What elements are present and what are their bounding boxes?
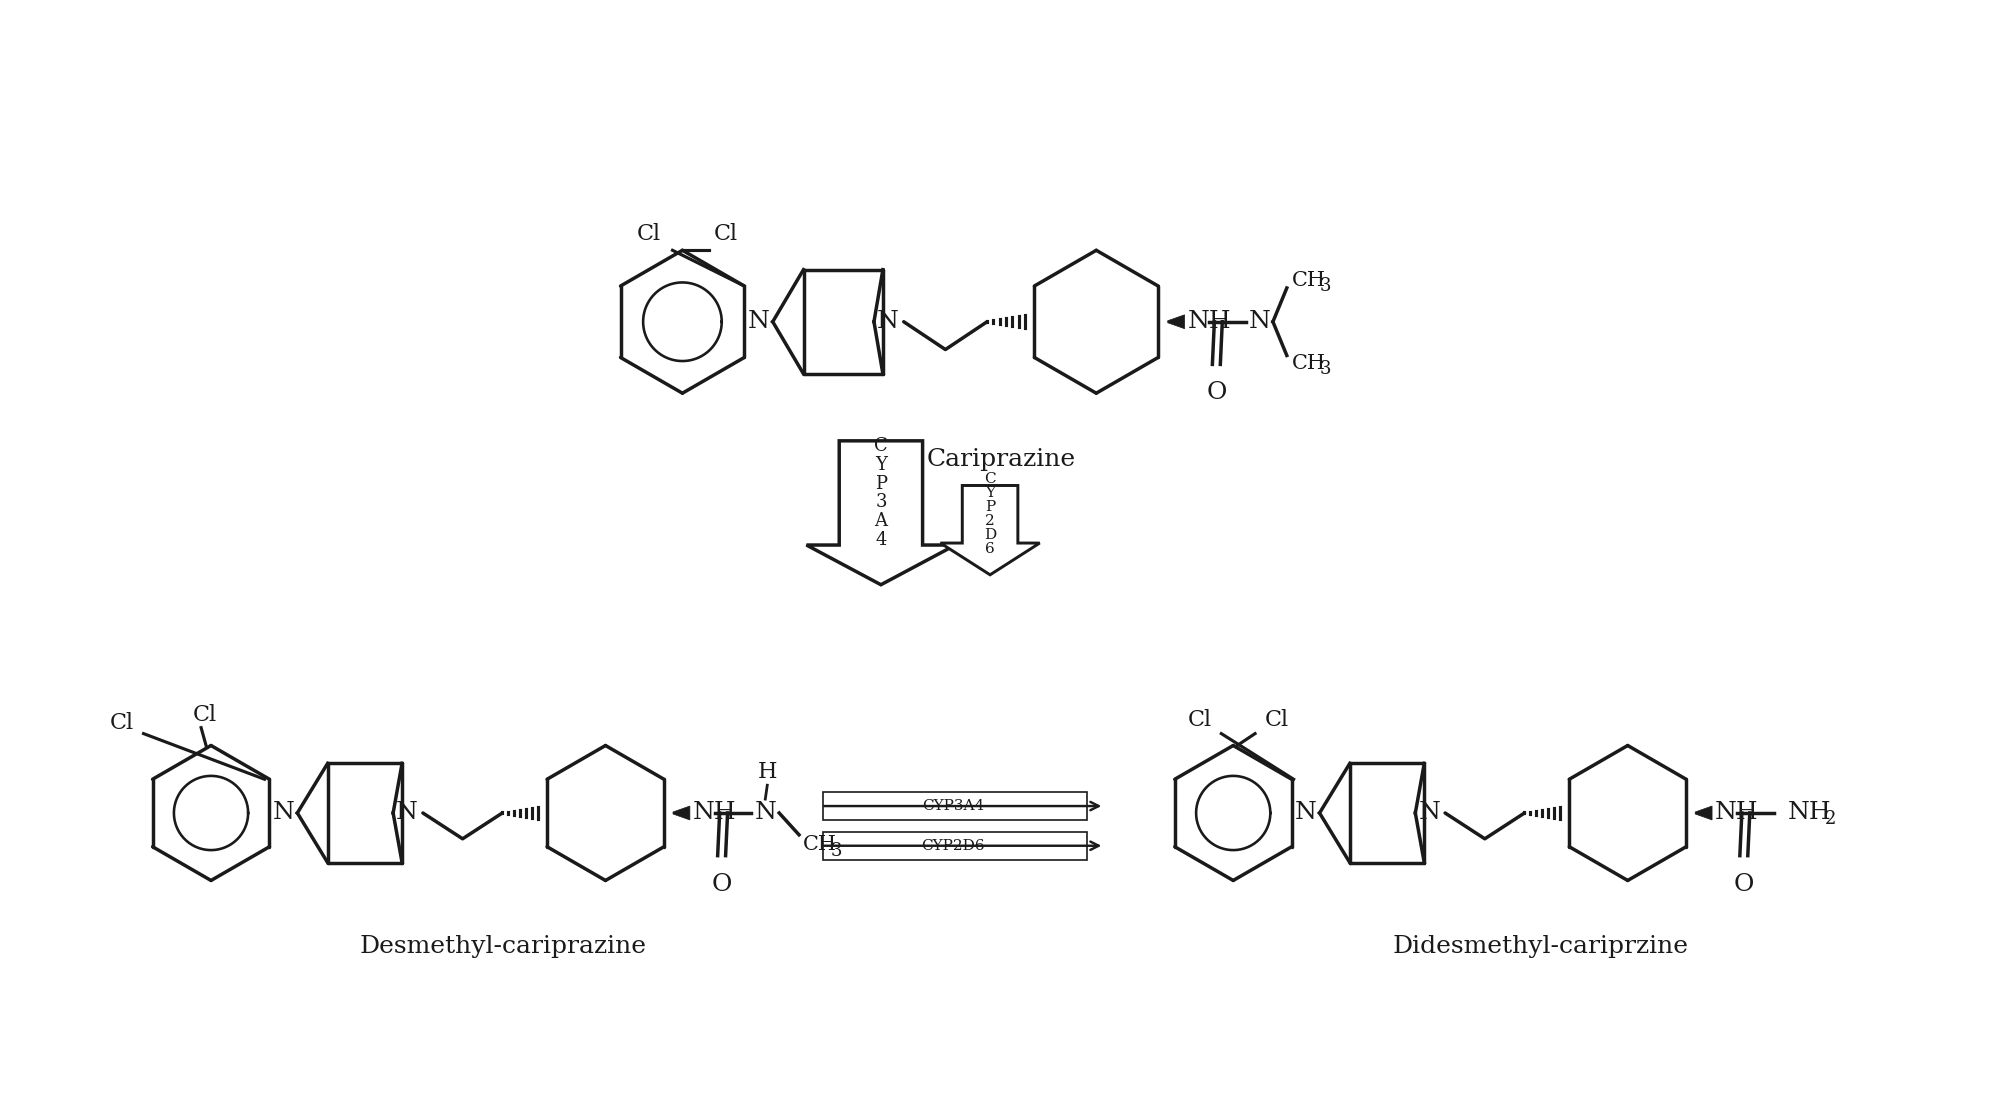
Text: 2: 2 [1826,810,1836,828]
Text: Cl: Cl [714,223,738,245]
FancyBboxPatch shape [824,832,1088,859]
Text: C
Y
P
2
D
6: C Y P 2 D 6 [984,472,996,557]
Text: NH: NH [1188,310,1232,333]
FancyBboxPatch shape [824,792,1088,820]
Polygon shape [672,806,690,820]
Text: N: N [876,310,898,333]
Text: N: N [272,802,294,825]
Text: O: O [712,872,732,895]
Polygon shape [940,485,1040,575]
Text: Cl: Cl [636,223,660,245]
Text: H: H [758,761,778,783]
Text: CH: CH [1292,271,1326,289]
Text: N: N [1418,802,1440,825]
Text: N: N [396,802,418,825]
Text: NH: NH [1716,802,1758,825]
Text: N: N [754,802,776,825]
Text: 3: 3 [830,842,842,860]
Polygon shape [806,441,956,585]
Text: 3: 3 [1320,277,1332,295]
Text: Desmethyl-cariprazine: Desmethyl-cariprazine [360,935,646,958]
Text: CH: CH [1292,354,1326,373]
Text: O: O [1734,872,1754,895]
Text: CH: CH [804,835,838,855]
Text: Cl: Cl [110,712,134,734]
Text: Cl: Cl [1264,708,1290,730]
Text: Didesmethyl-cariprzine: Didesmethyl-cariprzine [1392,935,1688,958]
Polygon shape [1696,806,1712,820]
Text: Cl: Cl [1188,708,1212,730]
Text: CYP2D6: CYP2D6 [922,838,984,853]
Text: NH: NH [692,802,736,825]
Polygon shape [1168,315,1184,329]
Text: CYP3A4: CYP3A4 [922,799,984,813]
Text: Cariprazine: Cariprazine [926,448,1076,471]
Text: N: N [748,310,770,333]
Text: N: N [1250,310,1270,333]
Text: NH: NH [1788,802,1832,825]
Text: O: O [1206,382,1226,405]
Text: Cl: Cl [194,704,218,726]
Text: N: N [1294,802,1316,825]
Text: 3: 3 [1320,361,1332,378]
Text: C
Y
P
3
A
4: C Y P 3 A 4 [874,437,888,549]
